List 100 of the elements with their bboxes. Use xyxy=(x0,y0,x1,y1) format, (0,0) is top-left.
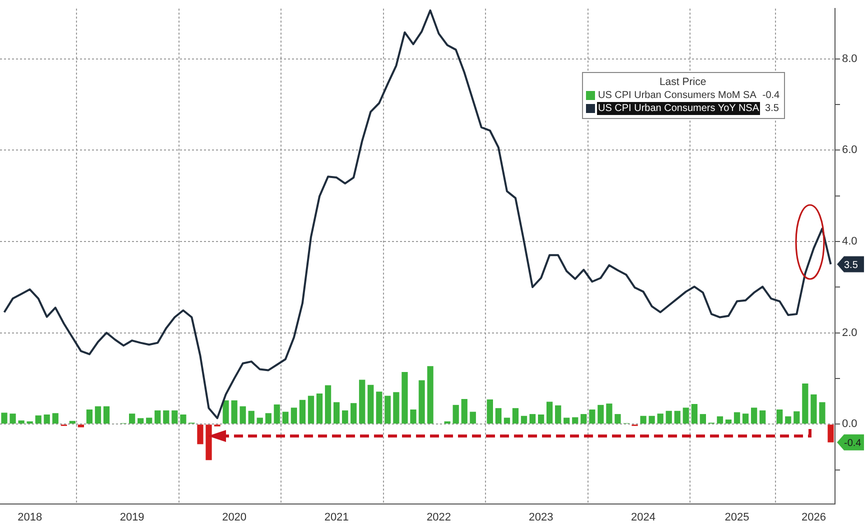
bar xyxy=(274,404,280,424)
bar xyxy=(725,420,732,424)
bar xyxy=(163,410,170,424)
bar xyxy=(248,410,254,424)
bar xyxy=(598,404,604,424)
bar xyxy=(52,413,58,424)
bar xyxy=(333,402,340,424)
bar xyxy=(700,414,706,424)
bar xyxy=(240,406,246,424)
annotation: 3.5 xyxy=(765,102,779,115)
bar xyxy=(682,408,689,424)
bar xyxy=(94,406,102,424)
bar xyxy=(393,392,400,424)
bar xyxy=(785,416,792,424)
bar xyxy=(265,413,272,424)
text: -0.4 xyxy=(844,438,862,450)
bar xyxy=(666,410,672,424)
bar xyxy=(44,414,50,424)
bar xyxy=(657,414,664,424)
bar xyxy=(486,399,493,424)
x-tick-label: 2025 xyxy=(724,512,750,524)
x-tick-label: 2021 xyxy=(324,512,349,524)
bar xyxy=(376,392,382,424)
bar xyxy=(410,409,416,424)
bar xyxy=(10,414,16,424)
bar xyxy=(716,416,724,424)
bar xyxy=(734,412,740,424)
bar xyxy=(308,396,314,424)
bar xyxy=(368,384,374,424)
bar xyxy=(452,404,459,424)
bar xyxy=(495,408,502,424)
bar xyxy=(614,414,621,424)
bar xyxy=(546,402,553,424)
y-tick-label: 4.0 xyxy=(842,235,858,248)
bar xyxy=(350,403,357,424)
bar xyxy=(794,411,800,424)
bar xyxy=(742,414,749,424)
bar xyxy=(750,408,758,424)
bar xyxy=(555,405,562,424)
bar xyxy=(520,416,528,424)
bar xyxy=(231,400,238,424)
bar xyxy=(172,410,178,424)
legend-label: US CPI Urban Consumers MoM SA xyxy=(597,89,758,102)
bar xyxy=(324,385,332,424)
bar xyxy=(776,409,783,424)
bar xyxy=(580,414,587,424)
bar xyxy=(197,424,204,444)
bar xyxy=(640,416,646,424)
bar xyxy=(470,412,476,424)
bar xyxy=(802,383,808,424)
bar xyxy=(256,418,263,424)
y-tick-label: 6.0 xyxy=(842,144,858,156)
bar xyxy=(154,410,161,424)
x-tick-label: 2024 xyxy=(631,512,656,524)
bar xyxy=(69,420,76,424)
y-tick-label: 8.0 xyxy=(842,52,858,65)
bar xyxy=(384,396,391,424)
bar xyxy=(282,412,288,424)
x-tick-label: 2020 xyxy=(222,512,247,524)
x-tick-label: 2026 xyxy=(801,512,826,524)
bar xyxy=(18,420,24,424)
x-tick-label: 2022 xyxy=(426,512,452,524)
x-tick-label: 2018 xyxy=(18,512,42,524)
bar xyxy=(146,418,152,424)
bar xyxy=(342,410,348,424)
bar xyxy=(78,424,84,428)
y-tick-label: 2.0 xyxy=(842,326,858,339)
bar xyxy=(512,408,519,424)
bar xyxy=(222,400,229,424)
bar xyxy=(418,380,425,424)
bar xyxy=(606,404,612,424)
bar xyxy=(691,404,698,424)
bar xyxy=(1,412,8,424)
bar xyxy=(35,415,42,424)
bar xyxy=(538,414,544,424)
annotation: -0.4 xyxy=(762,89,780,102)
bar xyxy=(572,417,578,424)
x-tick-label: 2023 xyxy=(528,512,554,524)
bar xyxy=(290,408,298,424)
bar xyxy=(828,424,834,442)
bar xyxy=(810,394,817,424)
bar xyxy=(648,416,655,424)
legend-label: US CPI Urban Consumers YoY NSA xyxy=(597,102,760,115)
bar xyxy=(402,372,408,424)
bar xyxy=(103,406,110,424)
legend-title: Last Price xyxy=(658,76,708,89)
bar xyxy=(427,366,434,424)
text: 3.5 xyxy=(844,260,858,272)
bar xyxy=(760,410,766,424)
bar xyxy=(299,400,306,424)
x-tick-label: 2019 xyxy=(120,512,144,524)
y-tick-label: 0.0 xyxy=(842,418,858,430)
bar xyxy=(674,410,680,424)
bar xyxy=(316,394,323,424)
bar xyxy=(564,418,570,424)
bar xyxy=(138,418,144,424)
bar xyxy=(461,398,468,424)
bar xyxy=(359,380,366,424)
bar xyxy=(529,414,536,424)
bar xyxy=(129,414,136,424)
